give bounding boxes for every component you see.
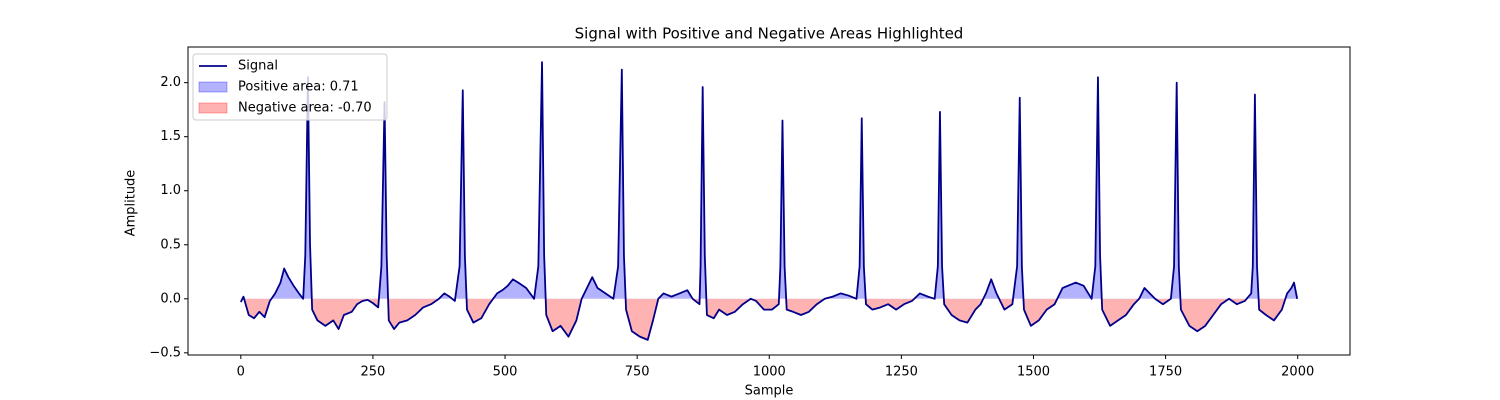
x-tick-label: 1250 bbox=[885, 365, 918, 380]
chart-title: Signal with Positive and Negative Areas … bbox=[575, 25, 964, 43]
x-tick-label: 0 bbox=[237, 365, 245, 380]
y-tick-label: 0.0 bbox=[160, 291, 181, 306]
y-tick-label: 0.5 bbox=[160, 237, 181, 252]
legend-box bbox=[192, 53, 388, 121]
legend-swatch bbox=[198, 81, 228, 93]
x-tick-label: 750 bbox=[625, 365, 650, 380]
y-tick-label: 2.0 bbox=[160, 75, 181, 90]
x-tick-label: 500 bbox=[493, 365, 518, 380]
legend-label: Positive area: 0.71 bbox=[238, 80, 359, 95]
x-tick-label: 1500 bbox=[1017, 365, 1050, 380]
legend-label: Negative area: -0.70 bbox=[238, 101, 372, 116]
signal-line bbox=[240, 61, 1299, 341]
x-axis-label: Sample bbox=[745, 384, 794, 399]
x-tick-label: 1750 bbox=[1149, 365, 1182, 380]
y-tick-label: −0.5 bbox=[149, 345, 181, 360]
y-tick-label: 1.0 bbox=[160, 183, 181, 198]
x-tick-label: 1000 bbox=[753, 365, 786, 380]
x-tick-label: 250 bbox=[361, 365, 386, 380]
legend-label: Signal bbox=[238, 59, 278, 74]
legend-swatch bbox=[198, 102, 228, 114]
y-tick-label: 1.5 bbox=[160, 129, 181, 144]
x-tick-label: 2000 bbox=[1281, 365, 1314, 380]
plot-frame bbox=[187, 46, 1351, 356]
y-axis-label: Amplitude bbox=[124, 170, 139, 237]
